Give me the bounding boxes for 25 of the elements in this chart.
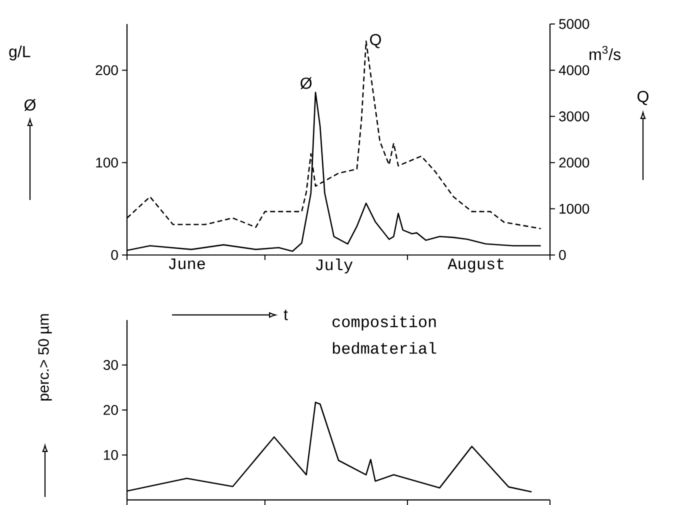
y-tick-label: 200 [96, 65, 118, 76]
x-tick-label: July [316, 258, 353, 274]
y-tick-label: 10 [104, 450, 118, 460]
y2-tick-label: 3000 [559, 111, 590, 122]
annotation: composition [332, 316, 436, 330]
text: Ø [24, 99, 36, 111]
y2-axis-title: m$^{3}$/s [590, 46, 620, 60]
y-axis-title: perc.> 50 µm [38, 314, 52, 400]
x-axis-title: t [284, 310, 288, 320]
y2-tick-label: 1000 [560, 204, 590, 214]
y2-tick-label: 2000 [559, 158, 590, 168]
y-axis-title: g/L [9, 46, 30, 60]
y-tick-label: 20 [104, 405, 118, 415]
text: Q [638, 90, 648, 106]
y2-tick-label: 4000 [558, 65, 590, 76]
annotation: bedmaterial [332, 342, 436, 354]
x-tick-label: June [168, 258, 205, 270]
y-tick-label: 30 [103, 360, 118, 370]
y-tick-label: 100 [96, 158, 118, 168]
y2-tick-label: 5000 [559, 19, 590, 29]
series-label: Q [370, 34, 381, 48]
series-label: Ø [300, 77, 312, 90]
y-tick-label: 0 [111, 250, 118, 260]
x-tick-label: August [448, 258, 504, 272]
y2-tick-label: 0 [559, 250, 566, 260]
